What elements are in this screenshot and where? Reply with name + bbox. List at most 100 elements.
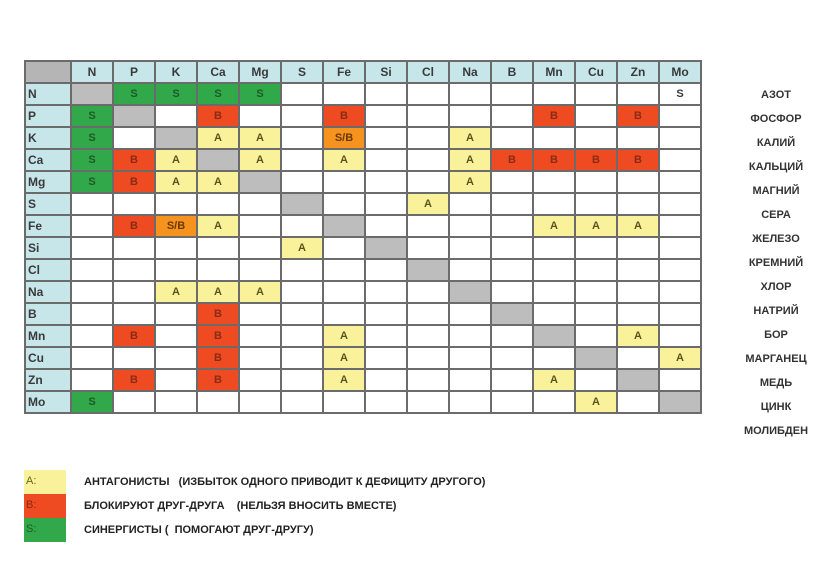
interaction-cell <box>280 390 324 414</box>
interaction-cell <box>448 368 492 392</box>
interaction-cell <box>574 104 618 128</box>
interaction-cell: S <box>70 104 114 128</box>
interaction-cell <box>616 192 660 216</box>
interaction-cell <box>658 104 702 128</box>
row-header: P <box>24 104 72 128</box>
interaction-cell: A <box>658 346 702 370</box>
interaction-cell <box>364 126 408 150</box>
interaction-cell <box>280 148 324 172</box>
interaction-cell <box>364 346 408 370</box>
table-row: Ca S B A A A A B B B B <box>24 148 702 172</box>
interaction-cell <box>322 302 366 326</box>
interaction-cell: A <box>448 126 492 150</box>
table-row: Fe B S/B A A A A <box>24 214 702 238</box>
interaction-cell <box>658 192 702 216</box>
column-header: Zn <box>616 60 660 84</box>
interaction-cell: A <box>238 148 282 172</box>
interaction-cell <box>490 236 534 260</box>
interaction-cell: A <box>238 126 282 150</box>
interaction-cell <box>616 126 660 150</box>
interaction-cell <box>280 192 324 216</box>
interaction-cell <box>574 302 618 326</box>
interaction-cell: S <box>112 82 156 106</box>
interaction-cell: S <box>70 170 114 194</box>
interaction-cell <box>238 170 282 194</box>
row-header: N <box>24 82 72 106</box>
interaction-cell <box>238 346 282 370</box>
interaction-cell <box>490 126 534 150</box>
row-header: Zn <box>24 368 72 392</box>
interaction-cell <box>406 104 450 128</box>
interaction-cell <box>532 302 576 326</box>
interaction-cell <box>490 346 534 370</box>
interaction-cell <box>490 280 534 304</box>
interaction-cell <box>154 126 198 150</box>
interaction-cell <box>658 258 702 282</box>
interaction-cell: A <box>196 170 240 194</box>
interaction-cell <box>490 302 534 326</box>
interaction-cell: A <box>154 148 198 172</box>
interaction-cell <box>238 390 282 414</box>
interaction-cell: A <box>448 148 492 172</box>
interaction-cell: S <box>658 82 702 106</box>
interaction-cell <box>490 258 534 282</box>
interaction-cell <box>70 346 114 370</box>
element-name: НАТРИЙ <box>753 305 799 317</box>
row-header: Cl <box>24 258 72 282</box>
row-header: Cu <box>24 346 72 370</box>
interaction-cell <box>70 258 114 282</box>
element-name: МАГНИЙ <box>752 185 800 197</box>
column-header: P <box>112 60 156 84</box>
interaction-cell: A <box>196 280 240 304</box>
interaction-cell <box>658 214 702 238</box>
interaction-cell: A <box>574 390 618 414</box>
legend-swatch: B: <box>24 494 66 518</box>
interaction-cell <box>616 302 660 326</box>
interaction-cell <box>658 368 702 392</box>
row-header: Ca <box>24 148 72 172</box>
interaction-cell <box>238 104 282 128</box>
interaction-cell <box>490 324 534 348</box>
interaction-cell <box>112 192 156 216</box>
interaction-cell <box>364 214 408 238</box>
interaction-cell <box>238 236 282 260</box>
interaction-cell <box>532 324 576 348</box>
row-header: Na <box>24 280 72 304</box>
interaction-cell <box>154 302 198 326</box>
interaction-cell <box>658 390 702 414</box>
row-header: S <box>24 192 72 216</box>
interaction-cell <box>322 214 366 238</box>
interaction-cell <box>196 390 240 414</box>
interaction-cell <box>322 192 366 216</box>
interaction-cell: S <box>154 82 198 106</box>
interaction-cell <box>616 368 660 392</box>
interaction-cell: B <box>574 148 618 172</box>
interaction-cell <box>616 170 660 194</box>
interaction-cell <box>154 258 198 282</box>
interaction-cell <box>448 192 492 216</box>
interaction-cell <box>658 324 702 348</box>
interaction-cell <box>196 192 240 216</box>
interaction-cell: S <box>238 82 282 106</box>
column-header: K <box>154 60 198 84</box>
interaction-cell <box>406 368 450 392</box>
column-header: S <box>280 60 324 84</box>
interaction-cell <box>616 346 660 370</box>
interaction-cell: B <box>616 148 660 172</box>
interaction-cell <box>196 236 240 260</box>
interaction-cell <box>112 258 156 282</box>
column-header: Cl <box>406 60 450 84</box>
row-header: K <box>24 126 72 150</box>
interaction-cell: A <box>196 126 240 150</box>
interaction-cell: S/B <box>322 126 366 150</box>
table-row: Cu B A A <box>24 346 702 370</box>
interaction-cell <box>490 82 534 106</box>
interaction-cell <box>574 258 618 282</box>
interaction-cell <box>448 302 492 326</box>
interaction-cell <box>574 192 618 216</box>
interaction-cell <box>280 214 324 238</box>
interaction-cell <box>280 368 324 392</box>
